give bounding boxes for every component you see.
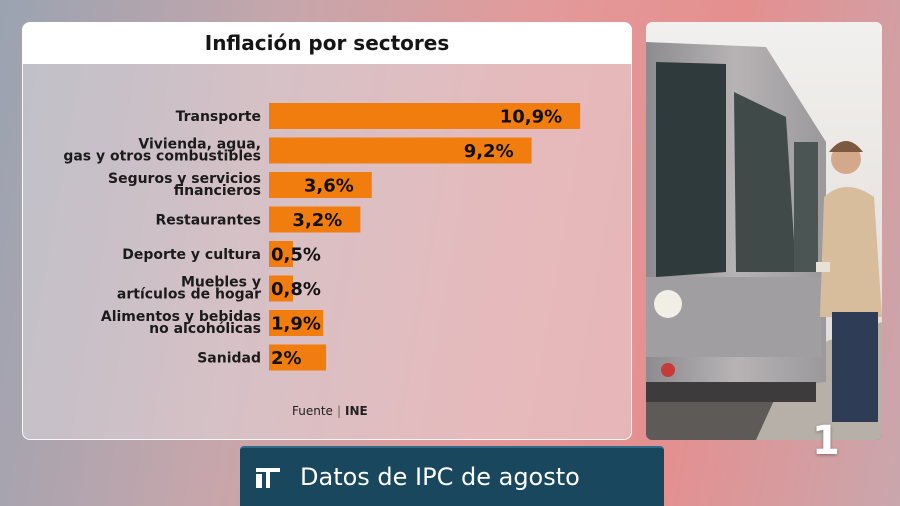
chart-panel: 10,9% Transporte 9,2% Vivienda, agua, gas y … — [22, 64, 632, 440]
category-label-3: Restaurantes — [155, 213, 261, 229]
bar-value-label-7: 2% — [271, 348, 302, 369]
bar-value-label-0: 10,9% — [500, 107, 562, 128]
bar-value-label-1: 9,2% — [464, 141, 514, 162]
source-separator: | — [336, 404, 341, 418]
bar-3 — [269, 206, 361, 233]
bar-value-label-2: 3,6% — [304, 176, 354, 197]
category-label-2: Seguros y servicios financieros — [108, 171, 261, 199]
tram-photo — [646, 22, 882, 440]
bar-0 — [269, 103, 581, 129]
bar-value-label-5: 0,8% — [271, 279, 321, 300]
category-label-7: Sanidad — [197, 351, 261, 367]
channel-number: 1 — [812, 418, 840, 464]
bar-6 — [269, 310, 324, 336]
category-label-4: Deporte y cultura — [122, 247, 261, 263]
bar-2 — [269, 172, 372, 198]
category-label-0: Transporte — [176, 109, 261, 125]
bar-value-label-6: 1,9% — [271, 314, 321, 335]
source-label: Fuente — [292, 404, 333, 418]
category-label-5: Muebles y artículos de hogar — [117, 275, 261, 303]
news-logo-icon — [250, 459, 286, 495]
category-label-6: Alimentos y bebidas no alcohólicas — [101, 309, 261, 337]
bar-7 — [269, 344, 327, 371]
headline-text: Datos de IPC de agosto — [300, 463, 580, 491]
chart-title-bar: Inflación por sectores — [22, 22, 632, 64]
bar-chart: 10,9% Transporte 9,2% Vivienda, agua, gas y … — [63, 103, 581, 371]
bar-4 — [269, 241, 293, 267]
bar-value-label-3: 3,2% — [292, 210, 342, 231]
source-value: INE — [344, 404, 368, 418]
bar-1 — [269, 137, 532, 164]
bar-5 — [269, 275, 293, 302]
tram-platform-image — [646, 22, 882, 440]
chart-title: Inflación por sectores — [204, 31, 450, 55]
headline-banner: Datos de IPC de agosto — [240, 446, 664, 506]
source-note: Fuente | INE — [292, 404, 368, 418]
category-label-1: Vivienda, agua, gas y otros combustibles — [63, 137, 261, 165]
bar-value-label-4: 0,5% — [271, 245, 321, 266]
